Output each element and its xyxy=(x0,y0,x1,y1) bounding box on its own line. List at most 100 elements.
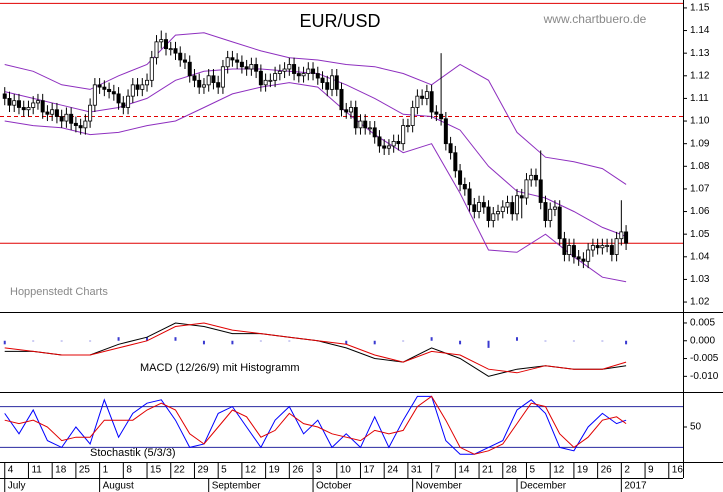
candle-body xyxy=(586,249,591,262)
candle-body xyxy=(486,206,491,221)
histogram-bar xyxy=(373,340,376,345)
x-tick-label: 7 xyxy=(435,465,441,476)
month-label: December xyxy=(520,481,567,492)
candle-body xyxy=(301,73,306,77)
candle-body xyxy=(306,68,311,74)
candle-body xyxy=(230,57,235,61)
candle-body xyxy=(268,79,273,82)
candle-body xyxy=(182,59,187,63)
indicator-line xyxy=(4,322,627,374)
x-tick-label: 11 xyxy=(31,465,42,476)
candle-body xyxy=(401,125,406,145)
candle-body xyxy=(334,75,339,90)
candle-body xyxy=(571,245,576,258)
candle-body xyxy=(505,202,510,208)
x-tick-label: 31 xyxy=(411,465,423,476)
candle-body xyxy=(529,174,534,181)
histogram-bar xyxy=(544,340,547,342)
candle-body xyxy=(154,41,159,59)
candle-body xyxy=(168,48,173,51)
candle-body xyxy=(45,111,50,115)
candle-body xyxy=(258,70,263,86)
candle-body xyxy=(225,57,230,68)
candle-body xyxy=(244,66,249,70)
candle-body xyxy=(519,195,524,199)
month-label: September xyxy=(212,481,262,492)
x-tick-label: 16 xyxy=(672,465,684,476)
candle-body xyxy=(135,84,140,90)
x-tick-label: 19 xyxy=(269,465,281,476)
candle-body xyxy=(581,258,586,262)
x-tick-label: 5 xyxy=(529,465,535,476)
candle-body xyxy=(249,64,254,70)
candle-body xyxy=(16,100,21,108)
candle-body xyxy=(197,79,202,88)
y-tick-label: 1.13 xyxy=(690,48,710,59)
candle-body xyxy=(420,95,425,99)
candle-body xyxy=(164,39,169,50)
candle-body xyxy=(377,136,382,147)
histogram-bar xyxy=(60,340,63,342)
y-tick-label: 0.005 xyxy=(690,318,715,329)
histogram-bar xyxy=(459,340,462,345)
candle-body xyxy=(83,120,88,129)
y-tick-label: 50 xyxy=(690,422,702,433)
candle-body xyxy=(97,84,102,88)
candle-body xyxy=(363,120,368,129)
candle-body xyxy=(353,107,358,129)
candle-body xyxy=(206,75,211,86)
bollinger-band xyxy=(4,32,627,185)
candle-body xyxy=(116,93,121,104)
candle-body xyxy=(567,245,572,255)
month-label: October xyxy=(316,481,352,492)
x-tick-label: 22 xyxy=(174,465,186,476)
candle-body xyxy=(458,170,463,185)
bollinger-band xyxy=(4,82,627,283)
candle-body xyxy=(54,109,59,117)
candle-body xyxy=(462,183,467,190)
x-tick-label: 12 xyxy=(553,465,565,476)
histogram-bar xyxy=(601,340,604,342)
candle-body xyxy=(35,100,40,104)
x-tick-label: 14 xyxy=(458,465,470,476)
chart-title: EUR/USD xyxy=(299,11,380,31)
candle-body xyxy=(263,79,268,86)
candle-body xyxy=(111,91,116,95)
candle-body xyxy=(548,208,553,221)
candle-body xyxy=(121,102,126,108)
candle-body xyxy=(173,48,178,54)
candle-body xyxy=(367,127,372,130)
candle-body xyxy=(481,202,486,208)
candle-body xyxy=(410,107,415,126)
histogram-bar xyxy=(202,340,205,345)
candle-body xyxy=(26,107,31,111)
x-tick-label: 5 xyxy=(221,465,227,476)
x-tick-label: 10 xyxy=(340,465,352,476)
candle-body xyxy=(107,88,112,93)
x-tick-label: 29 xyxy=(197,465,209,476)
y-tick-label: 1.08 xyxy=(690,161,710,172)
month-label: August xyxy=(103,481,134,492)
x-tick-label: 19 xyxy=(577,465,589,476)
candle-body xyxy=(330,75,335,90)
candle-body xyxy=(391,141,396,147)
x-tick-label: 24 xyxy=(387,465,399,476)
histogram-bar xyxy=(32,340,35,342)
candle-body xyxy=(429,91,434,113)
candle-body xyxy=(40,100,45,113)
x-tick-label: 18 xyxy=(55,465,67,476)
y-tick-label: 1.02 xyxy=(690,297,710,308)
candle-body xyxy=(496,211,501,215)
candle-body xyxy=(21,107,26,111)
candle-body xyxy=(443,118,448,145)
candle-body xyxy=(524,179,529,199)
candle-body xyxy=(424,91,429,99)
month-label: 2017 xyxy=(624,481,647,492)
histogram-bar xyxy=(572,340,575,342)
candle-body xyxy=(2,93,7,99)
candle-body xyxy=(130,84,135,97)
histogram-bar xyxy=(174,337,177,341)
candle-body xyxy=(619,231,624,240)
candle-body xyxy=(88,104,93,122)
